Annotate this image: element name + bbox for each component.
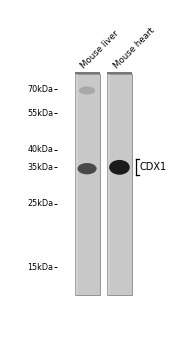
- Ellipse shape: [109, 160, 130, 175]
- Bar: [107, 72, 132, 74]
- Bar: [107, 74, 110, 295]
- Text: Mouse heart: Mouse heart: [112, 26, 156, 70]
- Text: 70kDa: 70kDa: [27, 85, 53, 94]
- Bar: [74, 74, 78, 295]
- Bar: [74, 74, 100, 295]
- Text: CDX1: CDX1: [140, 162, 167, 172]
- Text: 35kDa: 35kDa: [27, 163, 53, 172]
- Text: Mouse liver: Mouse liver: [79, 29, 121, 70]
- Text: 40kDa: 40kDa: [27, 145, 53, 154]
- Bar: [107, 74, 132, 295]
- Bar: [74, 72, 100, 74]
- Text: 25kDa: 25kDa: [27, 199, 53, 208]
- Text: 15kDa: 15kDa: [27, 262, 53, 272]
- Ellipse shape: [78, 163, 97, 174]
- Text: 55kDa: 55kDa: [27, 109, 53, 118]
- Ellipse shape: [79, 86, 95, 95]
